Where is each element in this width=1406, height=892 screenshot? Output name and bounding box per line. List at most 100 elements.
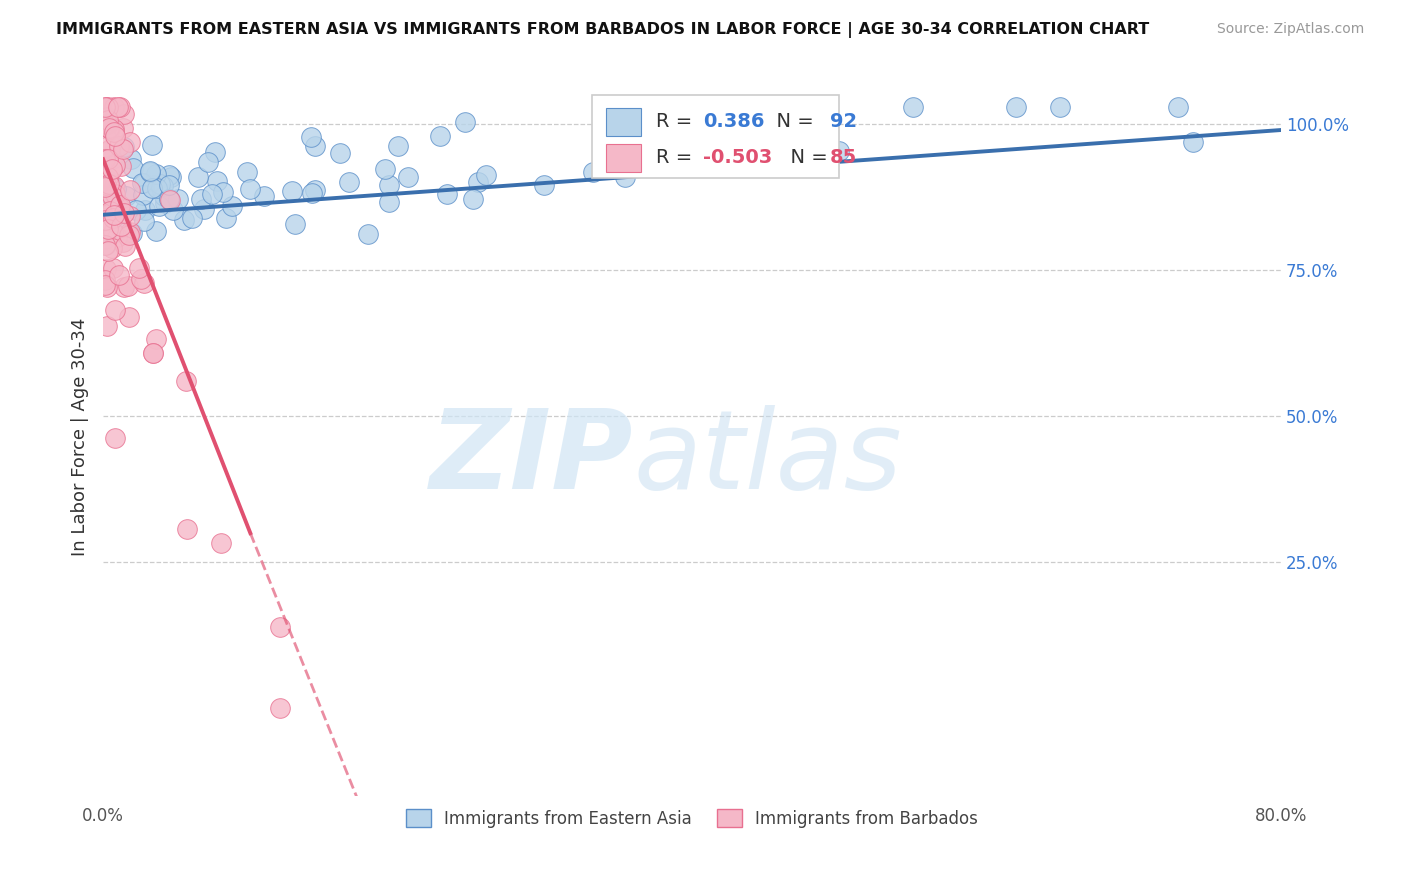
Point (269, 701, 291, 715)
Point (269, 620, 291, 634)
Point (139, 163, 162, 178)
Point (141, 181, 163, 195)
Point (190, 192, 212, 206)
Point (901, 100, 924, 114)
Point (118, 225, 141, 239)
Point (103, 125, 125, 139)
Point (304, 183, 326, 197)
Point (201, 187, 224, 202)
Point (378, 178, 401, 192)
Point (299, 129, 322, 144)
Point (301, 186, 323, 201)
Point (96, 110, 118, 124)
Point (215, 211, 238, 225)
Point (187, 169, 209, 184)
Point (93, 238, 115, 252)
Point (118, 183, 141, 197)
Point (149, 177, 172, 191)
Point (96, 117, 118, 131)
Point (125, 203, 148, 218)
Point (104, 431, 127, 445)
Point (97, 120, 120, 135)
Point (97, 100, 120, 114)
Point (96, 280, 118, 294)
Point (101, 211, 124, 225)
Point (100, 240, 122, 254)
Point (735, 100, 758, 114)
Point (98, 176, 121, 190)
Text: ZIP: ZIP (430, 405, 633, 512)
Point (103, 100, 125, 114)
Point (112, 140, 135, 154)
Point (98, 178, 121, 192)
Text: 92: 92 (830, 112, 858, 131)
Point (463, 192, 485, 206)
Point (103, 225, 125, 239)
FancyBboxPatch shape (606, 108, 641, 136)
Point (253, 189, 276, 203)
Point (396, 169, 419, 184)
Point (131, 272, 153, 286)
Point (304, 139, 326, 153)
Point (724, 100, 747, 114)
Text: R =: R = (655, 112, 697, 131)
Point (236, 165, 259, 179)
Point (148, 199, 170, 213)
Point (104, 158, 127, 172)
Point (128, 260, 150, 275)
Point (357, 227, 380, 241)
Point (284, 218, 307, 232)
Y-axis label: In Labor Force | Age 30-34: In Labor Force | Age 30-34 (72, 318, 89, 556)
Point (1005, 100, 1028, 114)
Point (97, 112, 120, 127)
Point (533, 178, 555, 192)
Point (614, 169, 637, 184)
Point (1181, 135, 1204, 149)
Point (193, 202, 215, 216)
Point (157, 192, 180, 206)
Point (112, 107, 135, 121)
FancyBboxPatch shape (592, 95, 839, 178)
Point (474, 168, 496, 182)
Point (582, 164, 605, 178)
Point (111, 141, 134, 155)
Point (221, 199, 243, 213)
Point (103, 208, 125, 222)
Point (211, 185, 233, 199)
Point (110, 206, 132, 220)
Point (146, 181, 169, 195)
FancyBboxPatch shape (606, 145, 641, 171)
Text: 85: 85 (830, 148, 858, 168)
Point (96, 261, 118, 276)
Text: N =: N = (778, 148, 834, 168)
Point (120, 135, 142, 149)
Point (132, 187, 155, 202)
Point (112, 121, 135, 136)
Point (668, 140, 690, 154)
Point (607, 121, 630, 136)
Point (120, 153, 142, 167)
Point (117, 279, 139, 293)
Point (96, 178, 118, 193)
Point (131, 176, 153, 190)
Point (118, 310, 141, 325)
Point (110, 159, 132, 173)
Point (118, 209, 141, 223)
Point (108, 201, 131, 215)
Point (94, 232, 117, 246)
Point (112, 280, 135, 294)
Point (174, 374, 197, 388)
Point (101, 188, 124, 202)
Point (710, 100, 733, 114)
Point (108, 268, 131, 282)
Point (94, 180, 117, 194)
Point (93, 145, 115, 159)
Point (101, 161, 124, 176)
Point (730, 147, 752, 161)
Point (209, 536, 232, 550)
Point (374, 162, 396, 177)
Point (122, 161, 145, 175)
Point (93, 117, 115, 131)
Point (167, 192, 190, 206)
Text: N =: N = (763, 112, 820, 131)
